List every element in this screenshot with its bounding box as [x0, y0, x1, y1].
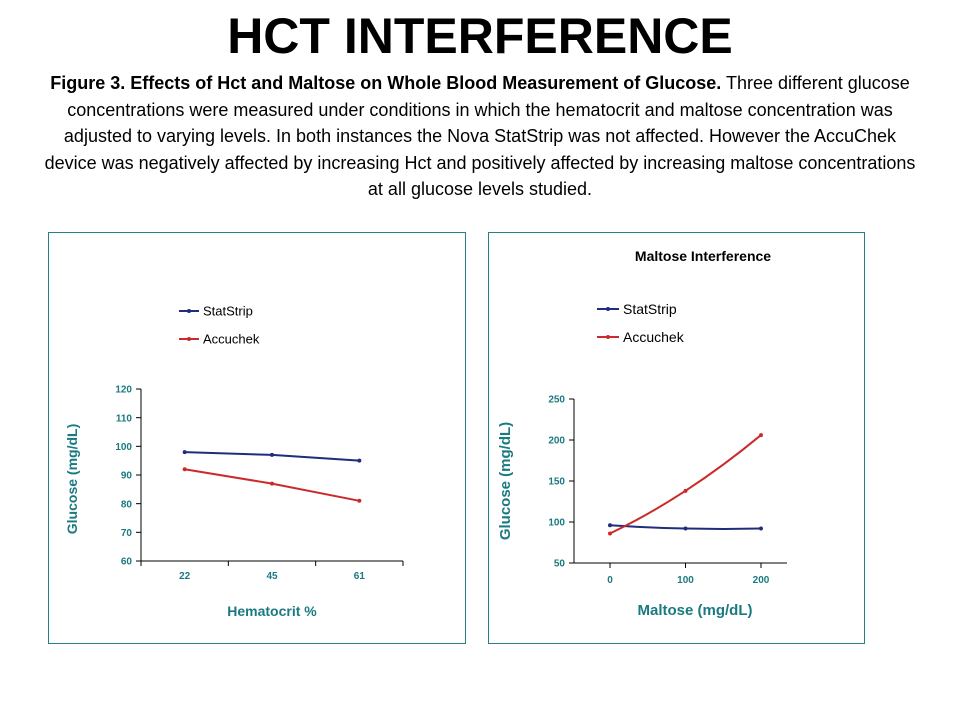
y-tick-label: 90	[121, 471, 133, 482]
y-tick-label: 150	[548, 477, 565, 488]
hematocrit-chart: StatStrip Accuchek 60 70 80 90 100 110 120 22 45 61…	[64, 304, 404, 619]
legend-marker-accuchek	[606, 335, 610, 339]
legend-label-accuchek: Accuchek	[623, 329, 685, 345]
data-point-accuchek	[357, 498, 362, 503]
y-tick-label: 120	[115, 385, 132, 396]
caption-text: Three different glucose concentrations w…	[44, 73, 916, 199]
maltose-chart-panel: Maltose Interference StatStrip Accuchek 50 1…	[488, 232, 865, 644]
y-tick-label: 50	[554, 559, 566, 570]
y-tick-label: 60	[121, 557, 133, 568]
x-tick-label: 200	[753, 575, 770, 586]
data-point-accuchek	[270, 481, 274, 486]
data-point-accuchek	[608, 531, 612, 536]
legend-marker-statstrip	[187, 309, 191, 313]
data-point-statstrip	[683, 526, 688, 531]
legend-marker-accuchek	[187, 337, 191, 341]
legend-marker-statstrip	[606, 307, 610, 311]
y-axis-title: Glucose (mg/dL)	[64, 424, 80, 534]
data-point-accuchek	[759, 433, 763, 438]
x-axis-title: Maltose (mg/dL)	[638, 602, 753, 619]
y-tick-label: 250	[548, 395, 565, 406]
y-tick-label: 200	[548, 436, 565, 447]
chart-title: Maltose Interference	[635, 248, 771, 264]
y-tick-label: 70	[121, 528, 133, 539]
data-point-statstrip	[357, 458, 362, 463]
x-tick-label: 22	[179, 571, 191, 582]
maltose-chart: Maltose Interference StatStrip Accuchek 50 1…	[497, 248, 787, 619]
data-point-statstrip	[182, 450, 187, 455]
legend-label-accuchek: Accuchek	[203, 332, 260, 347]
page-title: HCT INTERFERENCE	[227, 8, 733, 64]
series-line-accuchek	[609, 434, 762, 535]
caption-bold: Figure 3. Effects of Hct and Maltose on …	[50, 73, 722, 93]
x-tick-label: 61	[354, 571, 366, 582]
data-point-statstrip	[759, 526, 763, 531]
data-point-statstrip	[270, 452, 274, 457]
y-axis-title: Glucose (mg/dL)	[497, 422, 514, 540]
x-tick-label: 45	[266, 571, 278, 582]
x-axis-title: Hematocrit %	[227, 603, 317, 619]
figure-caption: Figure 3. Effects of Hct and Maltose on …	[36, 70, 924, 203]
y-tick-label: 100	[548, 518, 565, 529]
data-point-accuchek	[683, 488, 688, 493]
legend-label-statstrip: StatStrip	[623, 301, 677, 317]
y-tick-label: 100	[115, 442, 132, 453]
hematocrit-chart-panel: StatStrip Accuchek 60 70 80 90 100 110 120 22 45 61…	[48, 232, 466, 644]
data-point-statstrip	[608, 523, 612, 528]
y-tick-label: 110	[116, 413, 133, 424]
x-tick-label: 100	[677, 575, 694, 586]
data-point-accuchek	[182, 467, 187, 472]
y-tick-label: 80	[121, 499, 133, 510]
x-tick-label: 0	[607, 575, 613, 586]
legend-label-statstrip: StatStrip	[203, 304, 253, 319]
